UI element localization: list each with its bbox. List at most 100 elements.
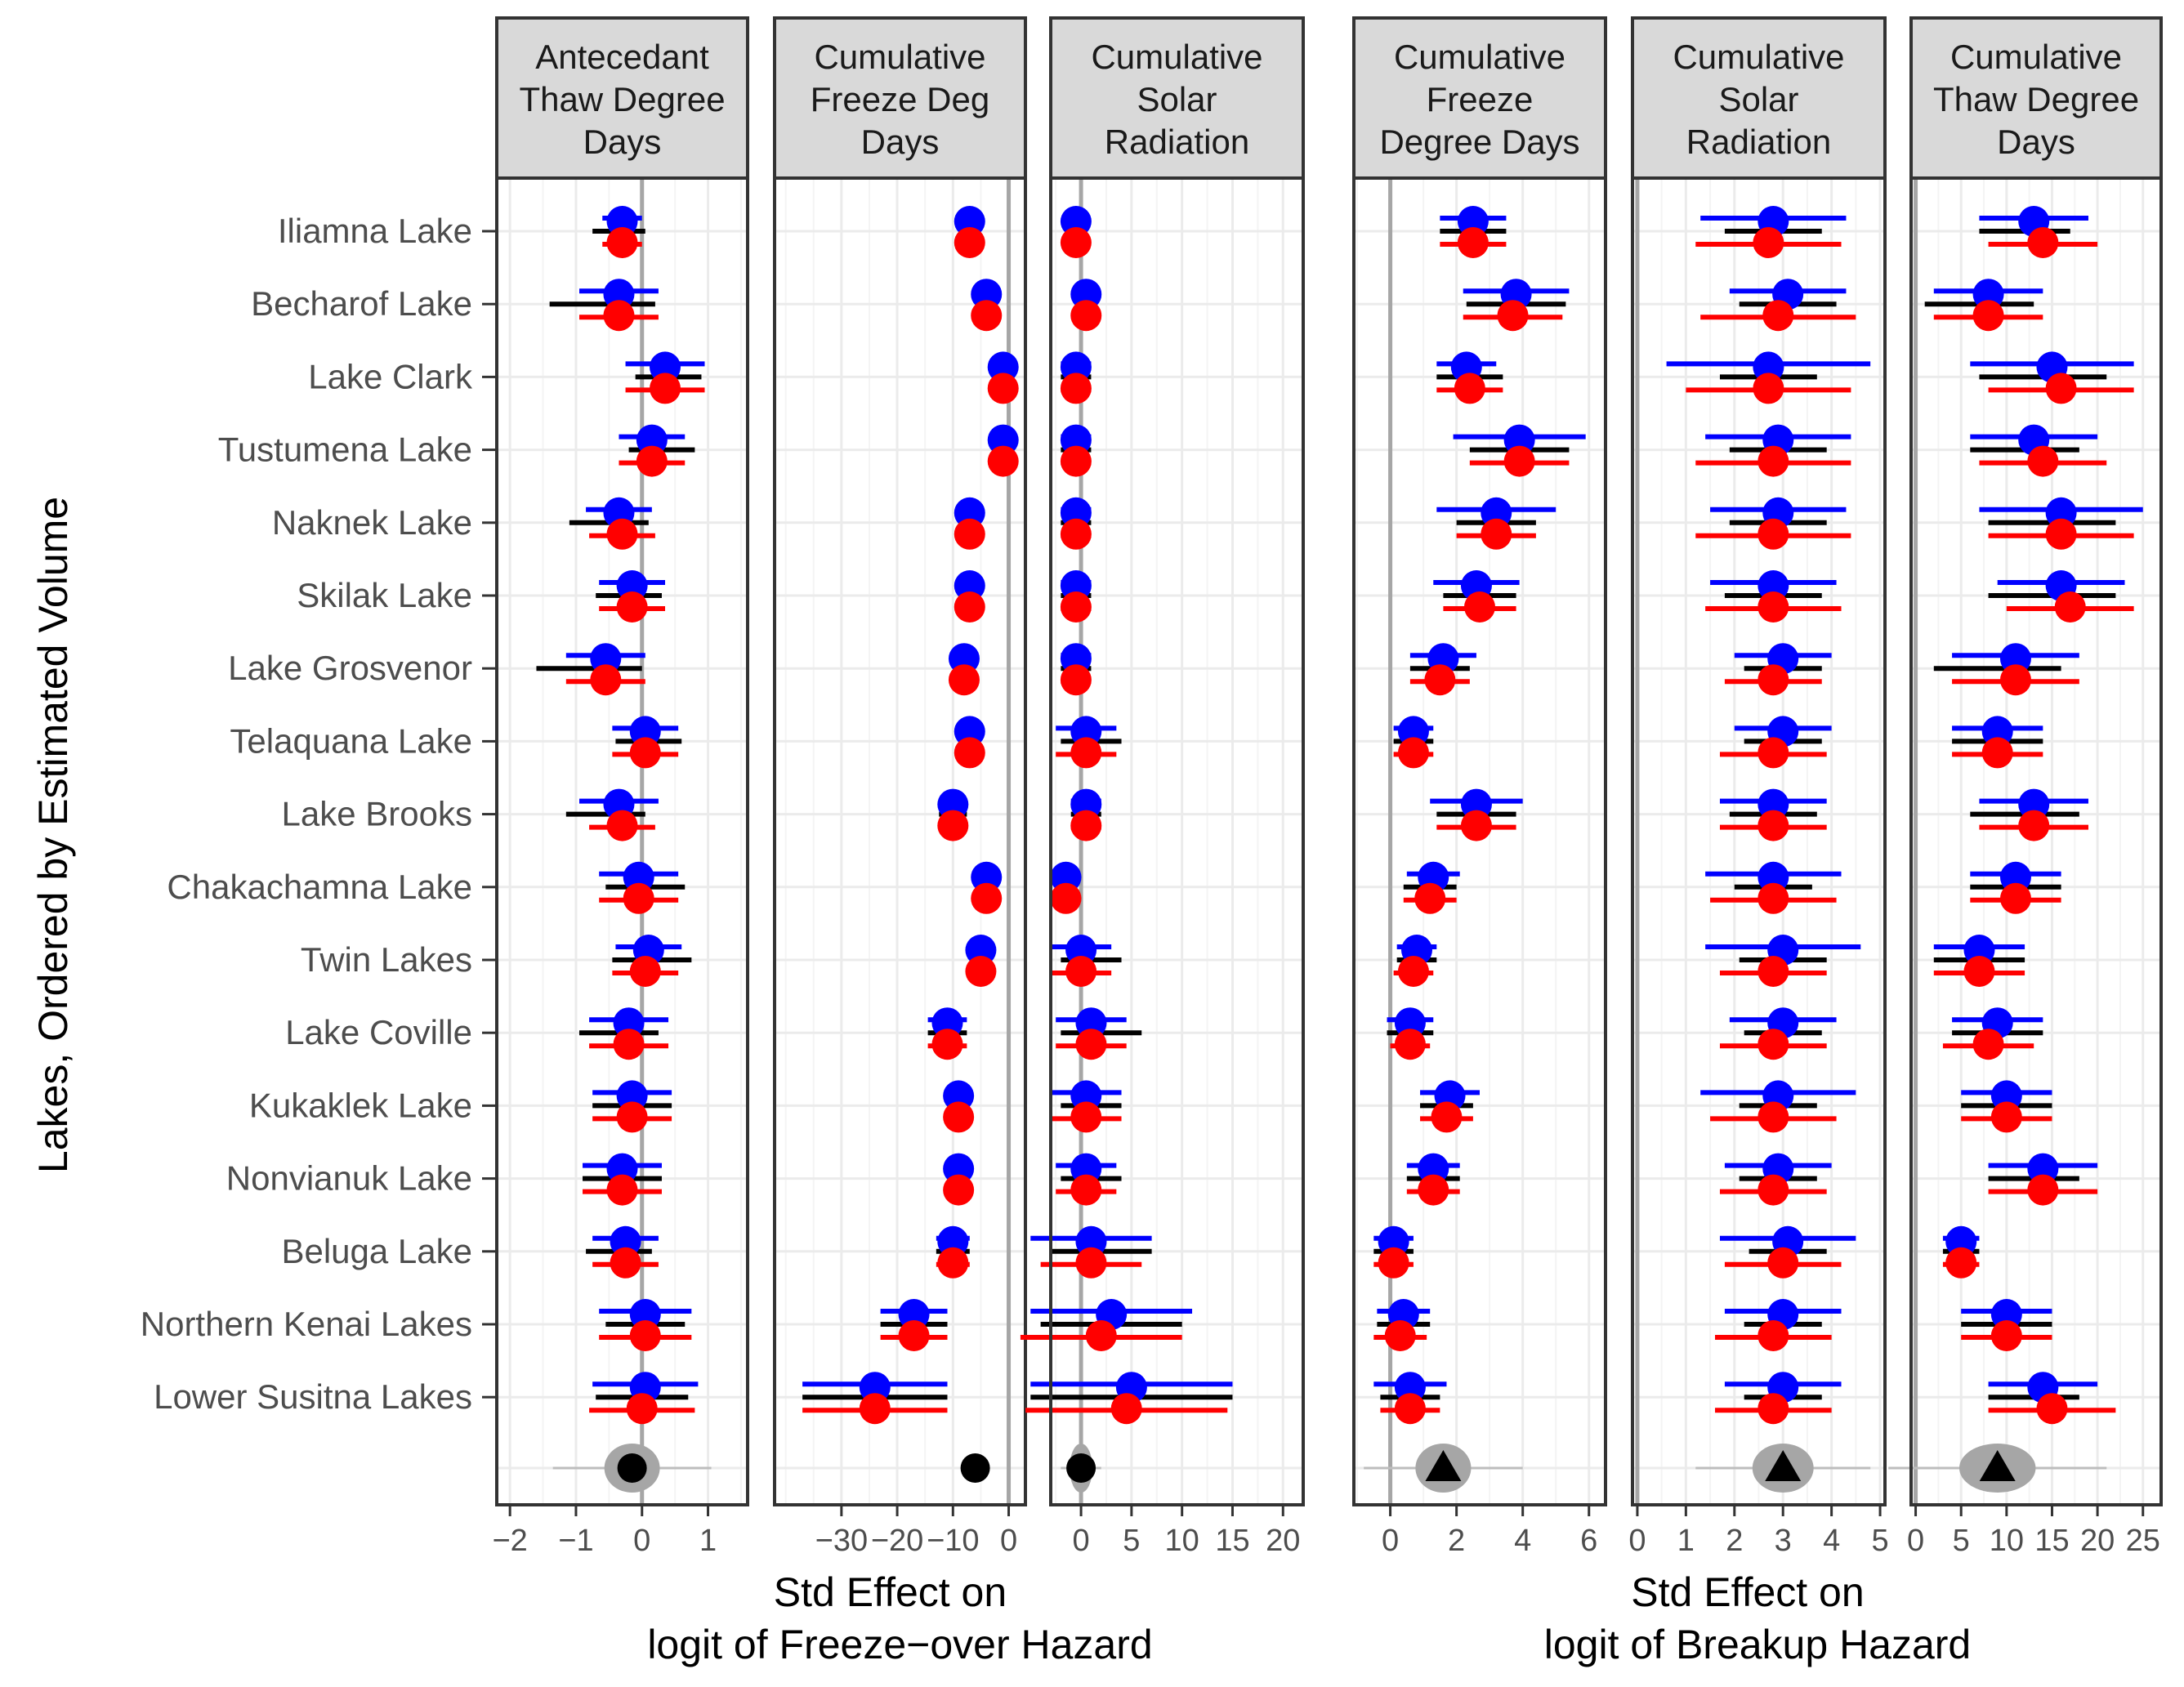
red-point-9 xyxy=(1757,882,1789,914)
lake-label-14: Beluga Lake xyxy=(281,1232,472,1270)
red-point-1 xyxy=(971,300,1003,332)
panel-bg-0 xyxy=(497,178,748,1505)
red-point-3 xyxy=(1503,445,1535,477)
lake-label-13: Nonvianuk Lake xyxy=(226,1159,472,1198)
lake-label-3: Tustumena Lake xyxy=(218,431,472,469)
red-point-13 xyxy=(2027,1174,2059,1206)
blue-point-5 xyxy=(954,570,985,601)
lake-label-15: Northern Kenai Lakes xyxy=(141,1305,472,1343)
red-point-16 xyxy=(1394,1393,1426,1425)
blue-point-13 xyxy=(2027,1153,2059,1185)
red-point-10 xyxy=(1065,956,1097,987)
x-axis-title-1-line1: Std Effect on xyxy=(1631,1569,1864,1615)
blue-point-8 xyxy=(1460,788,1492,820)
strip-label-5: Days xyxy=(1997,123,2075,161)
red-point-0 xyxy=(606,227,638,258)
x-tick-label-0-0: −2 xyxy=(492,1524,527,1558)
red-point-14 xyxy=(1767,1247,1799,1279)
blue-point-8 xyxy=(2018,788,2050,820)
strip-0 xyxy=(495,16,749,180)
blue-point-1 xyxy=(971,279,1003,310)
strip-label-4: Radiation xyxy=(1686,123,1831,161)
x-axis-title-0-line1: Std Effect on xyxy=(774,1569,1007,1615)
blue-point-5 xyxy=(1757,570,1789,601)
red-point-6 xyxy=(1060,664,1092,696)
red-point-4 xyxy=(1060,518,1092,550)
strip-label-3: Cumulative xyxy=(1394,38,1565,76)
red-point-16 xyxy=(1110,1393,1142,1425)
red-point-6 xyxy=(590,664,622,696)
red-point-7 xyxy=(1757,737,1789,769)
pooled-point xyxy=(1066,1453,1096,1483)
red-point-8 xyxy=(1070,810,1102,841)
blue-point-14 xyxy=(1075,1225,1107,1257)
x-tick-label-2-3: 15 xyxy=(1215,1524,1249,1558)
red-point-15 xyxy=(1384,1320,1416,1351)
strip-label-1: Freeze Deg xyxy=(811,80,989,118)
red-point-11 xyxy=(1075,1029,1107,1060)
x-tick-label-0-2: 0 xyxy=(633,1524,650,1558)
strip-label-1: Cumulative xyxy=(814,38,985,76)
red-point-14 xyxy=(1378,1247,1409,1279)
red-point-10 xyxy=(1397,956,1429,987)
strip-label-0: Days xyxy=(583,123,662,161)
x-tick-label-3-2: 4 xyxy=(1514,1524,1531,1558)
lake-label-16: Lower Susitna Lakes xyxy=(154,1377,472,1416)
x-tick-label-5-5: 25 xyxy=(2126,1524,2160,1558)
red-point-4 xyxy=(2045,518,2077,550)
x-tick-label-1-3: 0 xyxy=(1000,1524,1017,1558)
strip-label-2: Radiation xyxy=(1105,123,1249,161)
red-point-8 xyxy=(937,810,969,841)
strip-label-3: Freeze xyxy=(1427,80,1534,118)
red-point-3 xyxy=(636,445,668,477)
blue-point-4 xyxy=(1060,497,1092,529)
blue-point-15 xyxy=(898,1299,930,1330)
red-point-5 xyxy=(1060,591,1092,623)
blue-point-14 xyxy=(1378,1225,1409,1257)
red-point-2 xyxy=(1753,373,1784,404)
lake-label-1: Becharof Lake xyxy=(251,284,472,323)
blue-point-7 xyxy=(1397,716,1429,748)
strip-label-3: Degree Days xyxy=(1379,123,1579,161)
red-point-10 xyxy=(1963,956,1995,987)
red-point-12 xyxy=(1431,1101,1463,1133)
blue-point-4 xyxy=(954,497,985,529)
red-point-3 xyxy=(2027,445,2059,477)
blue-point-7 xyxy=(954,716,985,748)
x-axis-title-1-line2: logit of Breakup Hazard xyxy=(1544,1622,1972,1667)
red-point-11 xyxy=(1757,1029,1789,1060)
red-point-12 xyxy=(1070,1101,1102,1133)
red-point-2 xyxy=(987,373,1019,404)
blue-point-13 xyxy=(1418,1153,1449,1185)
red-point-14 xyxy=(610,1247,641,1279)
panel-2: Cumulative Solar Radiation 0 5 10 15 20 xyxy=(1020,16,1305,1558)
x-tick-label-5-4: 20 xyxy=(2080,1524,2115,1558)
blue-point-10 xyxy=(1963,935,1995,966)
blue-point-14 xyxy=(937,1225,969,1257)
red-point-15 xyxy=(1990,1320,2022,1351)
red-point-0 xyxy=(2027,227,2059,258)
x-tick-label-4-5: 5 xyxy=(1871,1524,1888,1558)
x-tick-label-2-2: 10 xyxy=(1165,1524,1199,1558)
red-point-1 xyxy=(1972,300,2004,332)
red-point-7 xyxy=(954,737,985,769)
strip-label-1: Days xyxy=(861,123,940,161)
red-point-15 xyxy=(898,1320,930,1351)
x-tick-label-4-3: 3 xyxy=(1775,1524,1792,1558)
strip-3 xyxy=(1352,16,1607,180)
blue-point-13 xyxy=(1070,1153,1102,1185)
lake-label-5: Skilak Lake xyxy=(297,576,472,614)
strip-label-4: Solar xyxy=(1718,80,1798,118)
x-tick-label-0-3: 1 xyxy=(699,1524,717,1558)
panel-1: Cumulative Freeze Deg Days −30 −20 −10 0 xyxy=(773,16,1027,1558)
blue-point-1 xyxy=(1070,279,1102,310)
red-point-7 xyxy=(1070,737,1102,769)
red-point-12 xyxy=(1990,1101,2022,1133)
blue-point-9 xyxy=(1999,861,2031,893)
strip-label-0: Antecedant xyxy=(535,38,709,76)
red-point-11 xyxy=(613,1029,645,1060)
red-point-13 xyxy=(943,1174,975,1206)
red-point-11 xyxy=(1972,1029,2004,1060)
red-point-13 xyxy=(1418,1174,1449,1206)
x-tick-label-3-1: 2 xyxy=(1448,1524,1465,1558)
